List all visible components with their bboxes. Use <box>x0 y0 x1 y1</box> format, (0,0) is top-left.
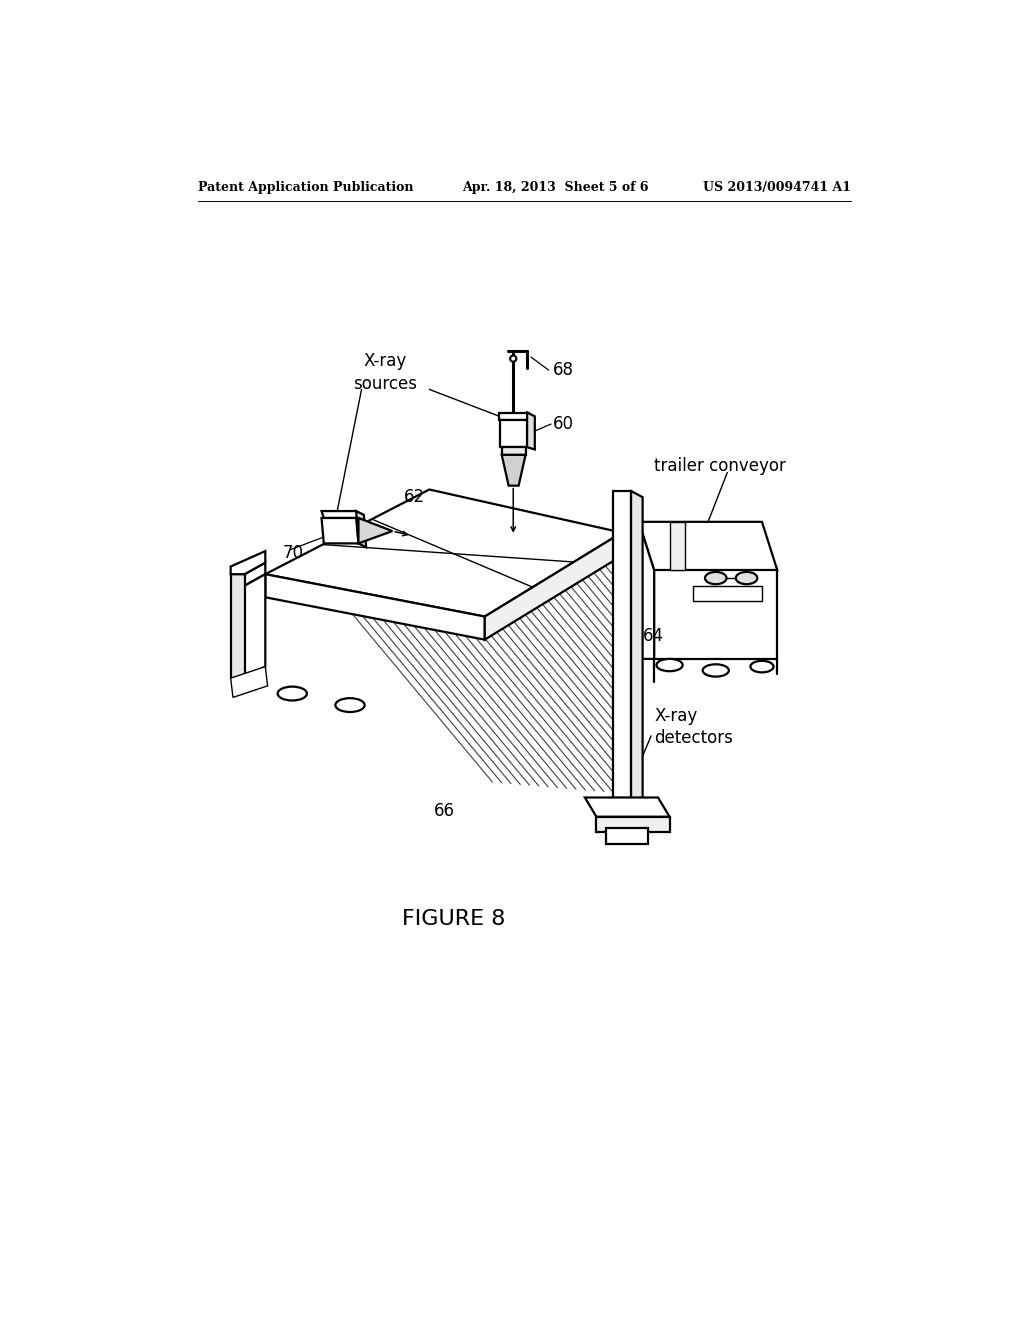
Text: 60: 60 <box>553 414 573 433</box>
Ellipse shape <box>510 355 516 362</box>
Polygon shape <box>322 511 358 517</box>
Polygon shape <box>356 511 367 548</box>
Polygon shape <box>265 574 484 640</box>
Polygon shape <box>245 562 265 586</box>
Text: trailer conveyor: trailer conveyor <box>654 458 786 475</box>
Text: US 2013/0094741 A1: US 2013/0094741 A1 <box>703 181 851 194</box>
Ellipse shape <box>656 659 683 671</box>
Ellipse shape <box>751 661 773 672</box>
Text: 62: 62 <box>403 488 425 506</box>
Polygon shape <box>692 586 762 601</box>
Text: Apr. 18, 2013  Sheet 5 of 6: Apr. 18, 2013 Sheet 5 of 6 <box>462 181 648 194</box>
Polygon shape <box>358 517 392 544</box>
Polygon shape <box>230 667 267 697</box>
Polygon shape <box>670 521 685 570</box>
Polygon shape <box>484 533 622 640</box>
Polygon shape <box>631 491 643 801</box>
Polygon shape <box>654 570 777 659</box>
Polygon shape <box>322 517 358 544</box>
Ellipse shape <box>278 686 307 701</box>
Polygon shape <box>500 420 527 447</box>
Polygon shape <box>245 574 265 678</box>
Polygon shape <box>230 574 245 678</box>
Polygon shape <box>585 797 670 817</box>
Text: X-ray
detectors: X-ray detectors <box>654 706 733 747</box>
Polygon shape <box>499 412 528 420</box>
Text: 66: 66 <box>434 803 456 820</box>
Polygon shape <box>596 817 670 832</box>
Text: 68: 68 <box>553 362 573 379</box>
Ellipse shape <box>702 664 729 677</box>
Ellipse shape <box>736 572 758 585</box>
Polygon shape <box>502 447 525 455</box>
Polygon shape <box>502 455 525 486</box>
Text: Patent Application Publication: Patent Application Publication <box>199 181 414 194</box>
Text: FIGURE 8: FIGURE 8 <box>402 909 506 929</box>
Polygon shape <box>265 490 622 616</box>
Polygon shape <box>606 829 648 843</box>
Ellipse shape <box>705 572 727 585</box>
Text: 64: 64 <box>643 627 664 644</box>
Ellipse shape <box>336 698 365 711</box>
Text: X-ray
sources: X-ray sources <box>352 352 417 392</box>
Polygon shape <box>230 552 265 574</box>
Polygon shape <box>613 491 631 797</box>
Text: 70: 70 <box>283 544 304 561</box>
Polygon shape <box>639 521 777 570</box>
Polygon shape <box>624 521 654 659</box>
Polygon shape <box>527 412 535 449</box>
